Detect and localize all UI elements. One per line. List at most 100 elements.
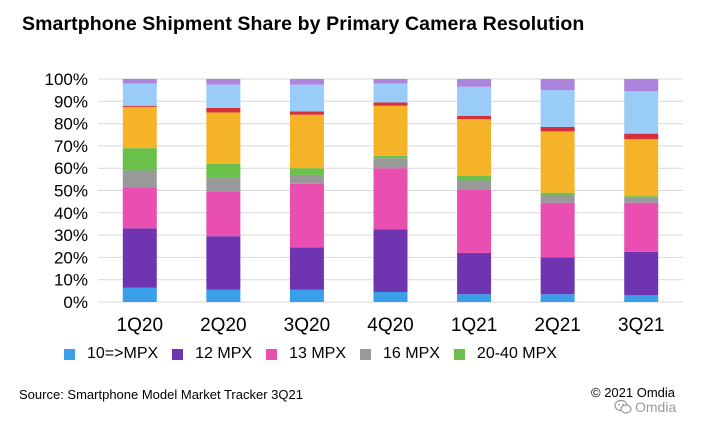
legend-label: 16 MPX — [383, 345, 440, 362]
bar-segment-other-3q21 — [624, 133, 659, 140]
bar-segment-16-mpx-2q21 — [540, 194, 575, 203]
bar-segment-16-mpx-2q20 — [206, 177, 241, 192]
bar-segment-12-mpx-3q20 — [289, 247, 324, 290]
bar-segment-other-1q20 — [122, 106, 157, 149]
legend-item: 16 MPX — [360, 345, 440, 363]
bar-segment-other-1q21 — [457, 115, 492, 120]
bar-segment-20-40-mpx-2q21 — [540, 192, 575, 195]
watermark: Omdia — [614, 397, 676, 417]
bar-segment-other-3q21 — [624, 139, 659, 197]
x-tick-label: 2Q20 — [200, 315, 246, 336]
bar-segment-16-mpx-4q20 — [373, 158, 408, 169]
bar-segment-12-mpx-1q21 — [457, 252, 492, 295]
bar-segment-10-mpx-3q20 — [289, 289, 324, 302]
y-tick-label: 60% — [54, 159, 88, 178]
bar-segment-20-40-mpx-1q20 — [122, 148, 157, 171]
legend-swatch — [360, 348, 371, 360]
legend-label: 20-40 MPX — [476, 345, 557, 362]
wechat-icon — [614, 399, 632, 414]
y-tick-label: 10% — [54, 271, 88, 290]
x-tick-label: 3Q20 — [284, 315, 330, 336]
bar-segment-10-mpx-1q21 — [457, 294, 492, 302]
bar-segment-other-4q20 — [373, 105, 408, 156]
bar-segment-12-mpx-2q20 — [206, 236, 241, 290]
stacked-bar-chart: 0% 10% 20% 30% 40% 50% 60% 70% 80% 90% 100% 1Q20 2Q… — [45, 70, 683, 336]
bar-segment-12-mpx-2q21 — [540, 257, 575, 295]
watermark-text: Omdia — [635, 399, 677, 415]
bar-segment-other-2q21 — [540, 90, 575, 127]
y-tick-label: 0% — [63, 293, 88, 312]
bar-segment-other-2q21 — [540, 126, 575, 132]
bar-segment-other-1q21 — [457, 119, 492, 177]
bar-segment-other-4q20 — [373, 79, 408, 84]
bar-segment-other-3q20 — [289, 79, 324, 85]
bar-segment-other-1q20 — [122, 79, 157, 84]
y-tick-label: 20% — [54, 248, 88, 267]
legend-label: 12 MPX — [195, 345, 253, 362]
legend: 10=>MPX 12 MPX 13 MPX 16 MPX 20-40 MPX — [64, 343, 571, 365]
bar-segment-other-2q21 — [540, 131, 575, 193]
bar-segment-20-40-mpx-1q21 — [457, 176, 492, 181]
bar-segment-16-mpx-1q20 — [122, 170, 157, 188]
y-tick-label: 90% — [54, 92, 88, 111]
legend-item: 10=>MPX — [64, 345, 158, 363]
y-tick-label: 80% — [54, 115, 88, 134]
bar-segment-20-40-mpx-2q20 — [206, 163, 241, 178]
bar-segment-10-mpx-4q20 — [373, 291, 408, 302]
source-note: Source: Smartphone Model Market Tracker … — [19, 387, 303, 402]
bar-segment-other-3q21 — [624, 91, 659, 134]
y-tick-label: 50% — [54, 182, 88, 201]
y-tick-label: 70% — [54, 137, 88, 156]
legend-item: 20-40 MPX — [453, 345, 557, 363]
bar-segment-other-2q20 — [206, 112, 241, 164]
x-tick-label: 1Q21 — [451, 315, 497, 336]
x-tick-label: 4Q20 — [367, 315, 413, 336]
bar-segment-20-40-mpx-3q20 — [289, 168, 324, 175]
bar-segment-other-1q20 — [122, 105, 157, 107]
legend-item: 13 MPX — [266, 345, 346, 363]
bar-segment-13-mpx-3q21 — [624, 202, 659, 252]
bar-segment-other-3q20 — [289, 84, 324, 112]
bar-segment-other-1q20 — [122, 83, 157, 106]
bar-segment-13-mpx-3q20 — [289, 183, 324, 248]
legend-label: 13 MPX — [289, 345, 346, 362]
y-tick-label: 30% — [54, 226, 88, 245]
legend-item: 12 MPX — [172, 345, 252, 363]
copyright-note: © 2021 Omdia — [591, 385, 676, 400]
bar-segment-16-mpx-1q21 — [457, 180, 492, 190]
x-tick-label: 1Q20 — [117, 315, 163, 336]
bar-segment-12-mpx-3q21 — [624, 251, 659, 296]
chart-title: Smartphone Shipment Share by Primary Cam… — [22, 13, 585, 35]
bars — [122, 79, 659, 302]
bar-segment-10-mpx-3q21 — [624, 295, 659, 302]
bar-segment-13-mpx-1q20 — [122, 187, 157, 229]
bar-segment-other-3q21 — [624, 79, 659, 92]
bar-segment-other-4q20 — [373, 102, 408, 106]
legend-swatch — [64, 348, 75, 360]
bar-segment-other-1q21 — [457, 79, 492, 87]
legend-swatch — [266, 348, 278, 360]
x-axis-tick-labels: 1Q20 2Q20 3Q20 4Q20 1Q21 2Q21 3Q21 — [117, 315, 665, 336]
y-axis-tick-labels: 0% 10% 20% 30% 40% 50% 60% 70% 80% 90% 100% — [45, 70, 88, 312]
bar-segment-10-mpx-2q20 — [206, 289, 241, 302]
bar-segment-other-2q20 — [206, 79, 241, 85]
bar-segment-16-mpx-3q20 — [289, 174, 324, 184]
legend-swatch — [172, 348, 184, 360]
bar-segment-16-mpx-3q21 — [624, 197, 659, 203]
bar-segment-other-3q20 — [289, 111, 324, 115]
legend-swatch — [453, 348, 465, 360]
bar-segment-other-2q20 — [206, 107, 241, 113]
bar-segment-12-mpx-1q20 — [122, 228, 157, 288]
bar-segment-20-40-mpx-4q20 — [373, 155, 408, 159]
bar-segment-other-2q20 — [206, 84, 241, 108]
bar-segment-13-mpx-2q20 — [206, 191, 241, 237]
bar-segment-other-3q20 — [289, 114, 324, 169]
x-tick-label: 3Q21 — [618, 315, 664, 336]
bar-segment-13-mpx-1q21 — [457, 189, 492, 253]
bar-segment-other-2q21 — [540, 79, 575, 91]
bar-segment-13-mpx-2q21 — [540, 202, 575, 258]
bar-segment-other-1q21 — [457, 86, 492, 116]
y-tick-label: 100% — [45, 70, 88, 89]
bar-segment-other-4q20 — [373, 83, 408, 103]
bar-segment-13-mpx-4q20 — [373, 168, 408, 230]
